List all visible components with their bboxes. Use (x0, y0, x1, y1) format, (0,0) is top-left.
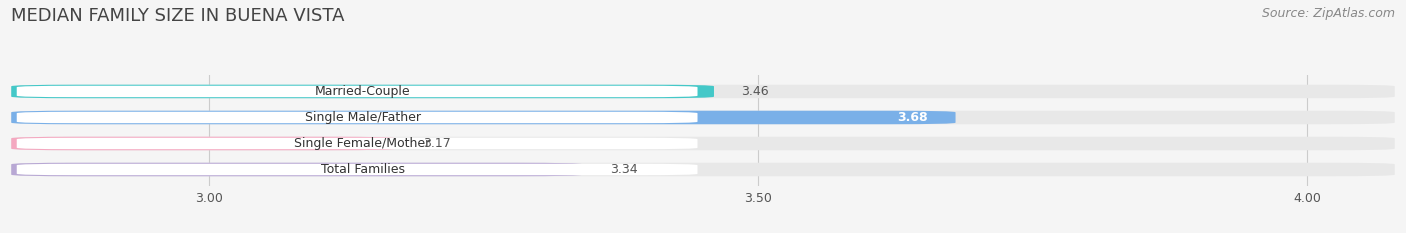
FancyBboxPatch shape (11, 111, 956, 124)
Text: 3.46: 3.46 (741, 85, 769, 98)
FancyBboxPatch shape (11, 163, 1395, 176)
FancyBboxPatch shape (17, 86, 697, 97)
Text: Single Female/Mother: Single Female/Mother (294, 137, 430, 150)
Text: 3.68: 3.68 (897, 111, 928, 124)
Text: 3.17: 3.17 (423, 137, 451, 150)
FancyBboxPatch shape (11, 85, 714, 98)
Text: Single Male/Father: Single Male/Father (305, 111, 420, 124)
FancyBboxPatch shape (11, 85, 1395, 98)
Text: MEDIAN FAMILY SIZE IN BUENA VISTA: MEDIAN FAMILY SIZE IN BUENA VISTA (11, 7, 344, 25)
FancyBboxPatch shape (11, 137, 1395, 150)
FancyBboxPatch shape (17, 112, 697, 123)
FancyBboxPatch shape (11, 137, 395, 150)
FancyBboxPatch shape (17, 138, 697, 149)
FancyBboxPatch shape (11, 111, 1395, 124)
Text: 3.34: 3.34 (610, 163, 637, 176)
FancyBboxPatch shape (17, 164, 697, 175)
Text: Total Families: Total Families (321, 163, 405, 176)
Text: Married-Couple: Married-Couple (315, 85, 411, 98)
FancyBboxPatch shape (11, 163, 582, 176)
Text: Source: ZipAtlas.com: Source: ZipAtlas.com (1261, 7, 1395, 20)
